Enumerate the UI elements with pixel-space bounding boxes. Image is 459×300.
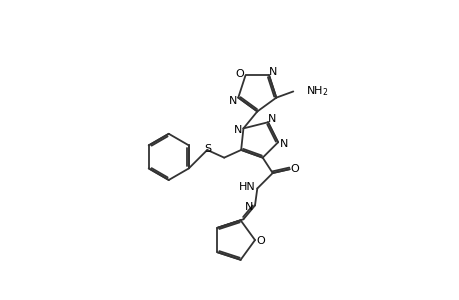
Text: N: N [267,114,275,124]
Text: N: N [280,139,288,149]
Text: O: O [235,69,244,79]
Text: NH$_2$: NH$_2$ [305,85,327,98]
Text: HN: HN [238,182,255,192]
Text: N: N [228,96,236,106]
Text: O: O [290,164,299,174]
Text: N: N [233,125,242,135]
Text: N: N [244,202,252,212]
Text: S: S [204,144,211,154]
Text: N: N [268,67,276,77]
Text: O: O [256,236,264,246]
